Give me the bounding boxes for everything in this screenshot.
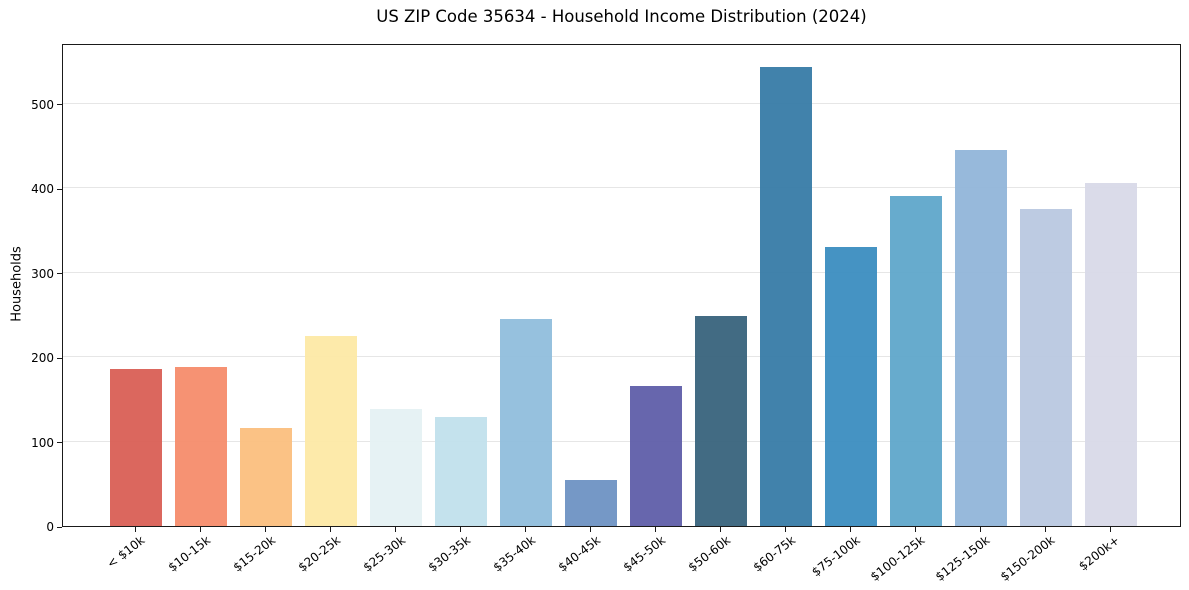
x-tick-mark-14 [1044, 527, 1046, 532]
y-tick-mark-500 [57, 104, 62, 106]
bar-8 [630, 385, 682, 526]
y-tick-mark-300 [57, 273, 62, 275]
gridline-300 [63, 271, 1180, 273]
y-tick-label-400: 400 [31, 182, 54, 197]
x-tick-mark-1 [199, 527, 201, 532]
x-tick-label-10: $60-75k [750, 533, 798, 575]
x-tick-mark-13 [979, 527, 981, 532]
y-tick-mark-200 [57, 357, 62, 359]
y-tick-label-0: 0 [46, 520, 54, 534]
x-tick-mark-2 [264, 527, 266, 532]
x-tick-mark-4 [394, 527, 396, 532]
bar-2 [240, 428, 292, 526]
y-tick-label-300: 300 [31, 266, 54, 281]
x-tick-label-12: $100-125k [867, 533, 928, 584]
x-tick-mark-9 [719, 527, 721, 532]
x-tick-label-15: $200k+ [1076, 533, 1123, 574]
y-tick-label-200: 200 [31, 351, 54, 366]
x-tick-mark-11 [849, 527, 851, 532]
x-tick-label-9: $50-60k [685, 533, 733, 575]
chart-title: US ZIP Code 35634 - Household Income Dis… [376, 7, 867, 26]
x-tick-mark-10 [784, 527, 786, 532]
x-tick-label-7: $40-45k [555, 533, 603, 575]
y-tick-mark-0 [57, 526, 62, 528]
bar-6 [500, 319, 552, 526]
gridline-500 [63, 102, 1180, 104]
y-tick-mark-400 [57, 188, 62, 190]
x-tick-mark-5 [459, 527, 461, 532]
bar-14 [1020, 208, 1072, 526]
gridline-200 [63, 356, 1180, 358]
x-tick-label-4: $25-30k [360, 533, 408, 575]
bar-5 [435, 417, 487, 526]
bar-13 [955, 150, 1007, 526]
bar-11 [825, 247, 877, 526]
bar-3 [305, 336, 357, 526]
x-tick-label-14: $150-200k [997, 533, 1058, 584]
y-tick-mark-100 [57, 442, 62, 444]
plot-area [62, 44, 1181, 527]
bar-1 [175, 367, 227, 526]
bar-10 [760, 66, 812, 526]
y-axis-title: Households [9, 246, 25, 322]
x-tick-mark-15 [1109, 527, 1111, 532]
bar-4 [370, 409, 422, 526]
bar-0 [110, 368, 162, 526]
bar-9 [695, 315, 747, 526]
x-tick-label-8: $45-50k [620, 533, 668, 575]
x-tick-label-2: $15-20k [230, 533, 278, 575]
bar-12 [890, 195, 942, 526]
x-tick-label-1: $10-15k [165, 533, 213, 575]
gridline-400 [63, 187, 1180, 189]
gridline-100 [63, 440, 1180, 442]
y-tick-label-100: 100 [31, 435, 54, 450]
x-tick-mark-6 [524, 527, 526, 532]
bar-7 [565, 479, 617, 526]
x-tick-mark-3 [329, 527, 331, 532]
x-tick-label-6: $35-40k [490, 533, 538, 575]
x-tick-mark-12 [914, 527, 916, 532]
y-tick-label-500: 500 [31, 97, 54, 112]
x-tick-label-13: $125-150k [932, 533, 993, 584]
x-tick-mark-8 [654, 527, 656, 532]
x-tick-label-11: $75-100k [809, 533, 863, 580]
x-tick-label-3: $20-25k [295, 533, 343, 575]
bar-15 [1085, 183, 1137, 526]
x-tick-mark-0 [134, 527, 136, 532]
x-tick-label-0: < $10k [104, 533, 148, 571]
x-tick-label-5: $30-35k [425, 533, 473, 575]
x-tick-mark-7 [589, 527, 591, 532]
